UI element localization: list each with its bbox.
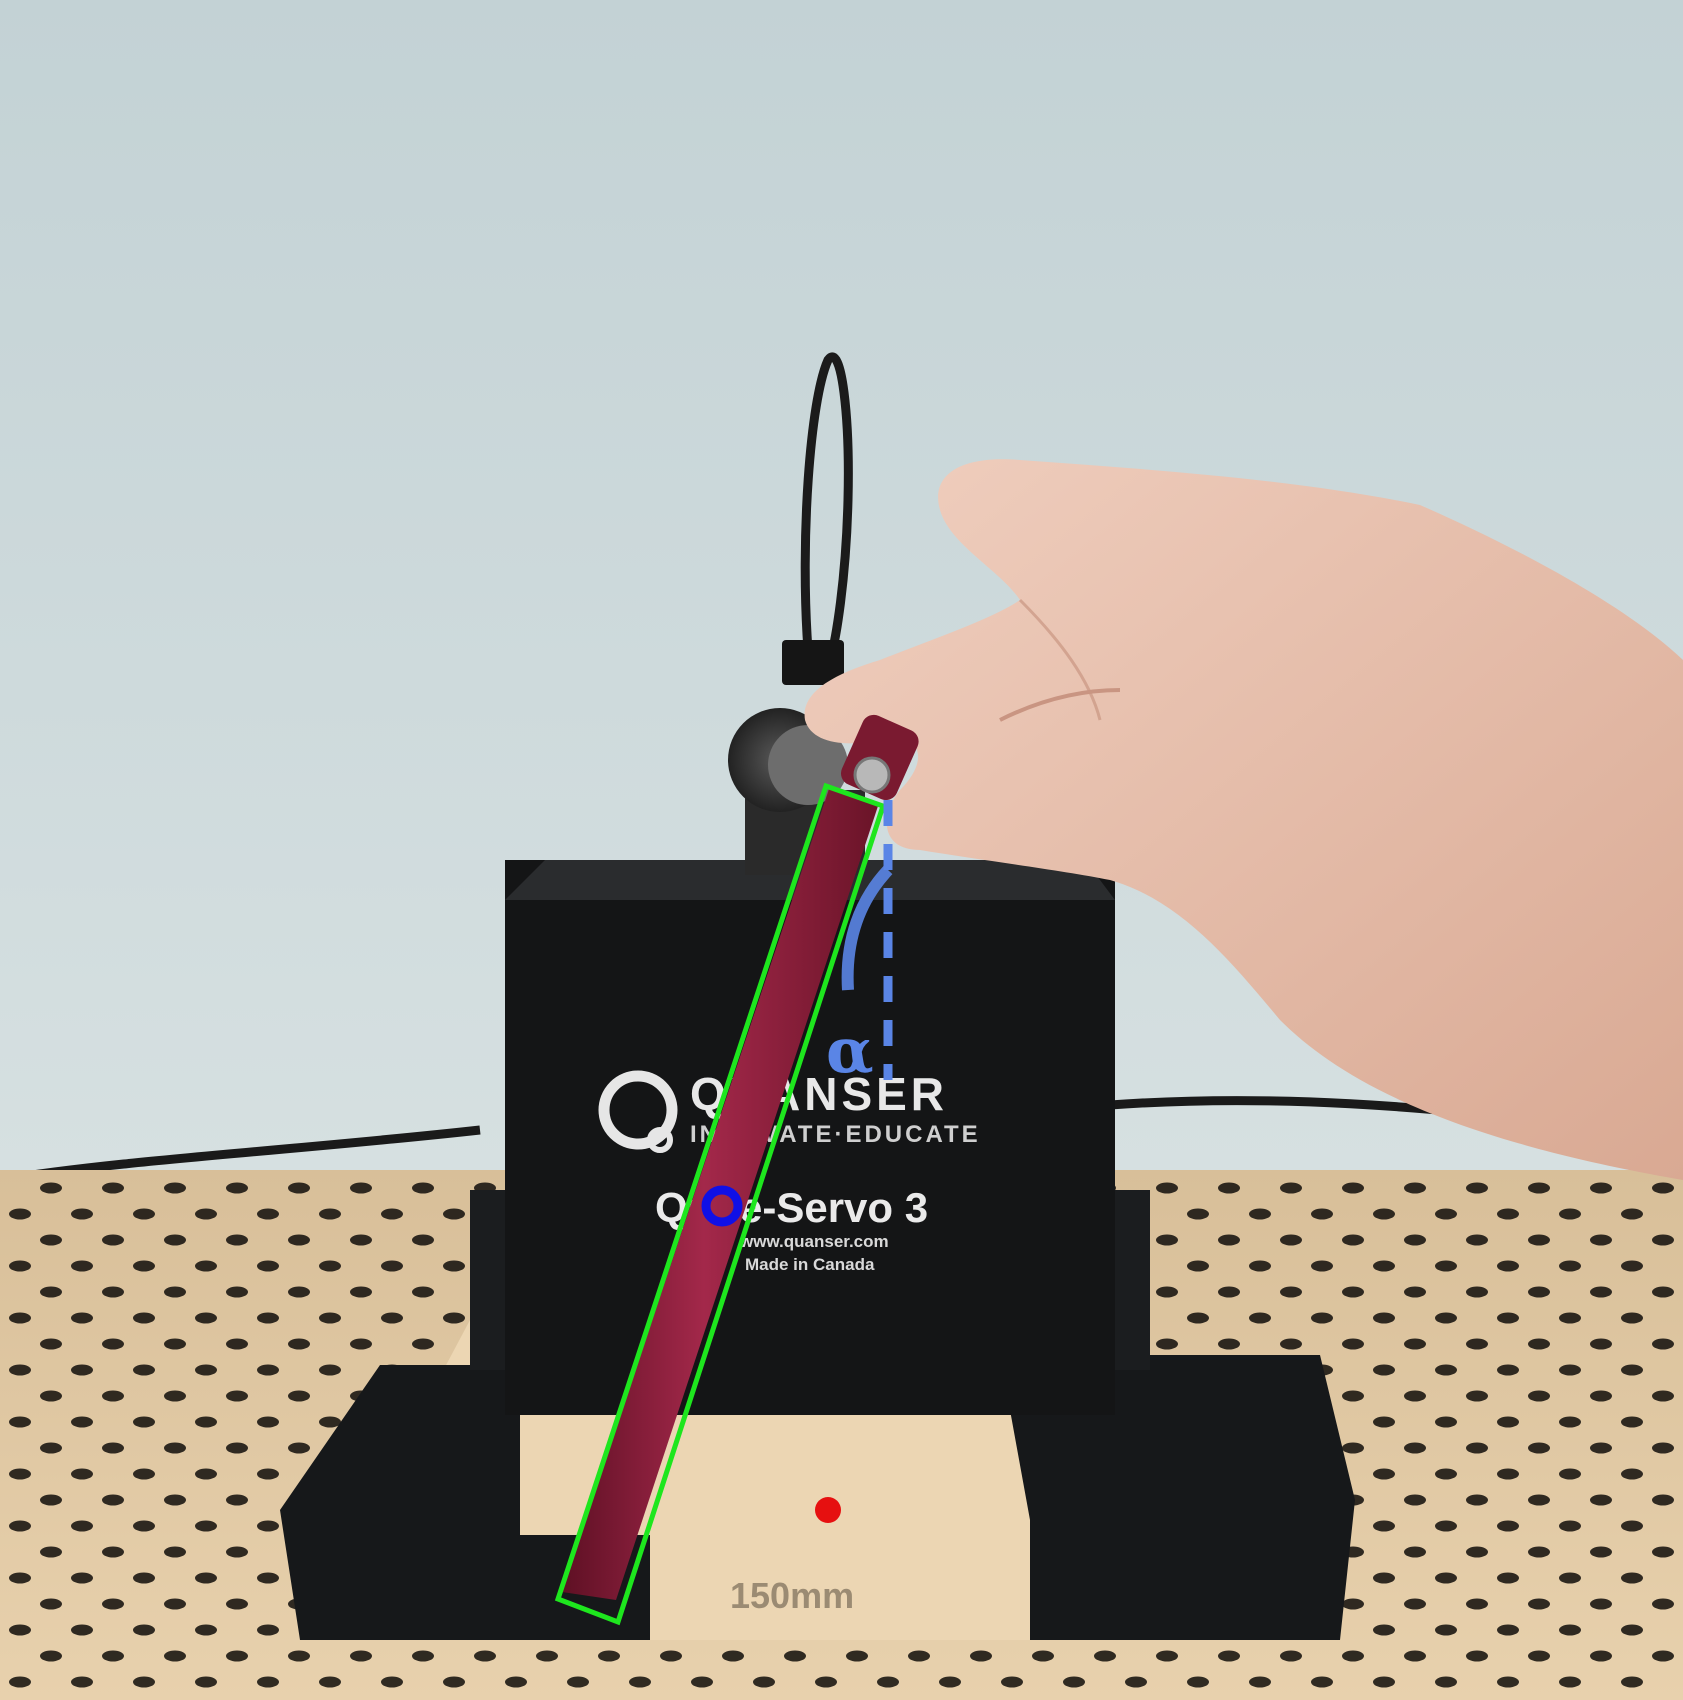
platform-engraving: 150mm <box>730 1575 854 1616</box>
hand <box>804 459 1683 1180</box>
pendulum-bounding-box <box>554 782 887 1626</box>
angle-arc <box>841 865 893 991</box>
mount-base-left <box>280 1365 650 1640</box>
pendulum-center-marker <box>701 1185 743 1227</box>
device-origin: Made in Canada <box>745 1255 875 1274</box>
pendulum-pivot-screw <box>853 756 891 794</box>
encoder-cable <box>800 352 853 662</box>
hand-finger-crease <box>999 688 1121 722</box>
mount-base-right <box>1000 1355 1355 1640</box>
quanser-logo-tail <box>647 1127 673 1153</box>
pivot-reference-marker <box>815 1497 841 1523</box>
hand-knuckle <box>1018 598 1102 721</box>
device-website: www.quanser.com <box>739 1232 889 1251</box>
encoder-connector <box>782 640 844 685</box>
angle-alpha-label: α <box>826 1014 874 1087</box>
quanser-logo-icon <box>598 1070 678 1150</box>
